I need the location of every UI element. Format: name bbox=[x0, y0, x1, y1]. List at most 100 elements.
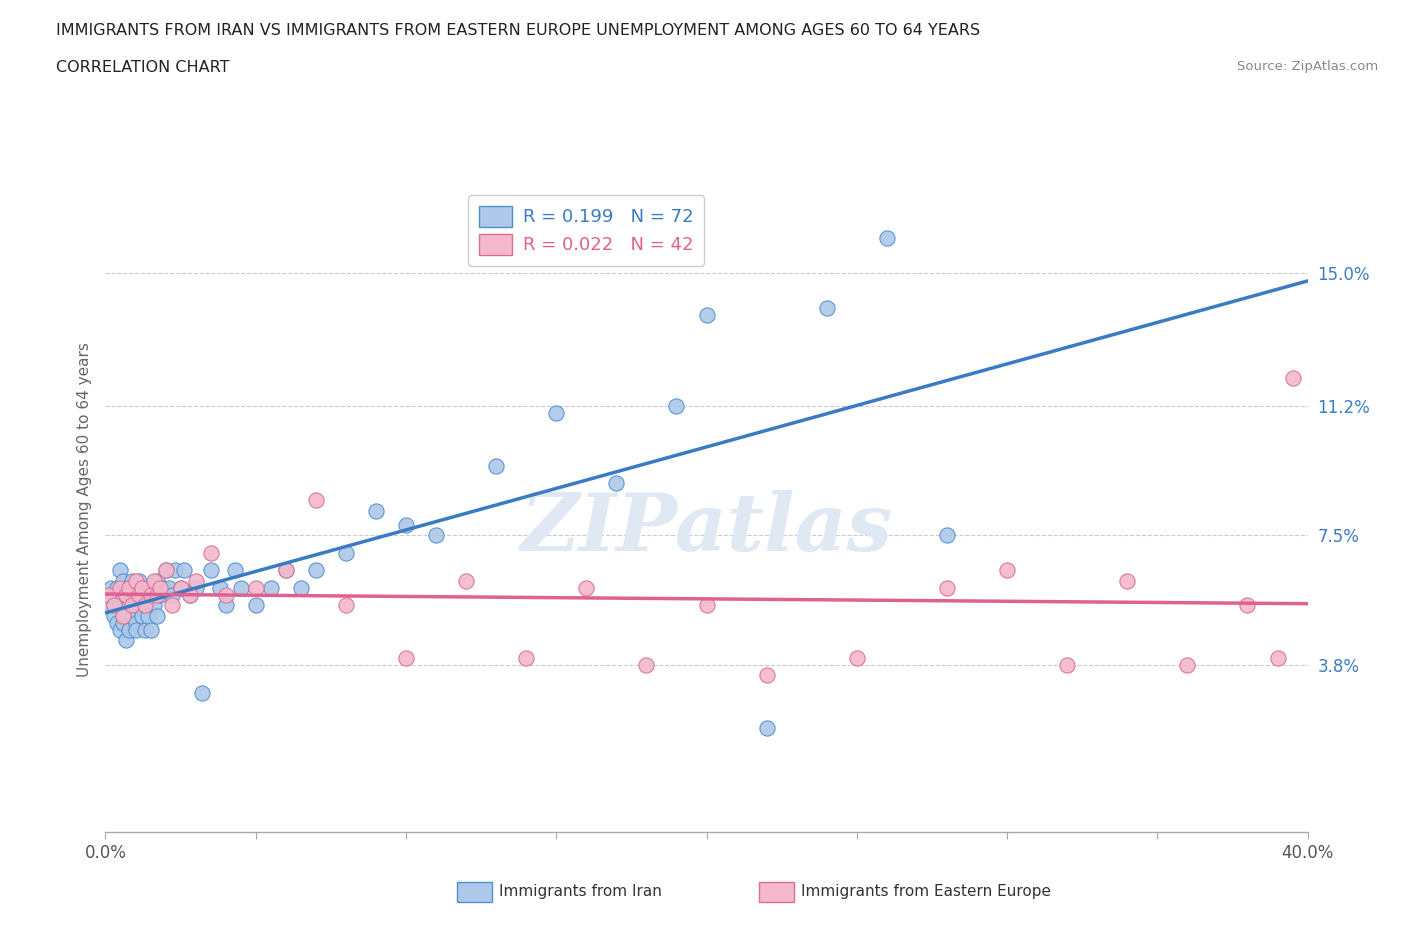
Point bbox=[107, 616, 129, 631]
Point bbox=[696, 308, 718, 323]
Point bbox=[179, 588, 201, 603]
Point bbox=[845, 650, 868, 665]
Point bbox=[152, 580, 174, 595]
Point bbox=[148, 588, 170, 603]
Point bbox=[335, 598, 357, 613]
Legend: R = 0.199   N = 72, R = 0.022   N = 42: R = 0.199 N = 72, R = 0.022 N = 42 bbox=[468, 195, 704, 266]
Text: IMMIGRANTS FROM IRAN VS IMMIGRANTS FROM EASTERN EUROPE UNEMPLOYMENT AMONG AGES 6: IMMIGRANTS FROM IRAN VS IMMIGRANTS FROM … bbox=[56, 23, 980, 38]
Point bbox=[115, 632, 138, 647]
Point bbox=[139, 622, 162, 637]
Point bbox=[160, 588, 183, 603]
Point bbox=[110, 598, 132, 613]
Point bbox=[395, 650, 418, 665]
Point bbox=[274, 563, 297, 578]
Point bbox=[575, 580, 598, 595]
Point bbox=[115, 588, 138, 603]
Point bbox=[118, 598, 141, 613]
Text: Source: ZipAtlas.com: Source: ZipAtlas.com bbox=[1237, 60, 1378, 73]
Point bbox=[145, 574, 167, 589]
Text: Immigrants from Iran: Immigrants from Iran bbox=[499, 884, 662, 899]
Point bbox=[160, 598, 183, 613]
Point bbox=[245, 580, 267, 595]
Point bbox=[112, 588, 135, 603]
Point bbox=[124, 574, 146, 589]
Point bbox=[121, 588, 143, 603]
Point bbox=[546, 405, 568, 420]
Point bbox=[128, 588, 150, 603]
Point bbox=[103, 588, 125, 603]
Point bbox=[936, 528, 959, 543]
Point bbox=[936, 580, 959, 595]
Point bbox=[169, 580, 191, 595]
Point bbox=[665, 399, 688, 414]
Y-axis label: Unemployment Among Ages 60 to 64 years: Unemployment Among Ages 60 to 64 years bbox=[76, 341, 91, 677]
Point bbox=[335, 545, 357, 560]
Point bbox=[179, 588, 201, 603]
Point bbox=[636, 658, 658, 672]
Point bbox=[103, 608, 125, 623]
Point bbox=[515, 650, 537, 665]
Point bbox=[755, 668, 778, 683]
Point bbox=[124, 598, 146, 613]
Point bbox=[155, 563, 177, 578]
Point bbox=[100, 580, 122, 595]
Point bbox=[395, 517, 418, 532]
Point bbox=[224, 563, 246, 578]
Point bbox=[121, 574, 143, 589]
Point bbox=[454, 574, 477, 589]
Point bbox=[128, 574, 150, 589]
Text: CORRELATION CHART: CORRELATION CHART bbox=[56, 60, 229, 75]
Point bbox=[115, 580, 138, 595]
Point bbox=[290, 580, 312, 595]
Point bbox=[124, 622, 146, 637]
Point bbox=[305, 563, 328, 578]
Point bbox=[214, 598, 236, 613]
Point bbox=[1236, 598, 1258, 613]
Point bbox=[245, 598, 267, 613]
Point bbox=[260, 580, 283, 595]
Point bbox=[1175, 658, 1198, 672]
Point bbox=[112, 616, 135, 631]
Point bbox=[134, 598, 156, 613]
Point bbox=[145, 608, 167, 623]
Point bbox=[157, 580, 180, 595]
Point bbox=[200, 545, 222, 560]
Point bbox=[208, 580, 231, 595]
Point bbox=[139, 588, 162, 603]
Point bbox=[1281, 371, 1303, 386]
Point bbox=[118, 580, 141, 595]
Point bbox=[184, 574, 207, 589]
Point bbox=[139, 588, 162, 603]
Point bbox=[131, 608, 153, 623]
Point bbox=[110, 622, 132, 637]
Point bbox=[755, 720, 778, 735]
Point bbox=[364, 503, 387, 518]
Point bbox=[485, 458, 508, 473]
Point bbox=[121, 598, 143, 613]
Point bbox=[173, 563, 195, 578]
Point bbox=[163, 563, 186, 578]
Point bbox=[136, 580, 159, 595]
Point bbox=[136, 608, 159, 623]
Point bbox=[124, 616, 146, 631]
Point bbox=[131, 580, 153, 595]
Point bbox=[142, 574, 165, 589]
Point bbox=[229, 580, 252, 595]
Point bbox=[1056, 658, 1078, 672]
Point bbox=[103, 598, 125, 613]
Point bbox=[200, 563, 222, 578]
Point bbox=[112, 574, 135, 589]
Point bbox=[148, 580, 170, 595]
Point bbox=[128, 588, 150, 603]
Point bbox=[134, 598, 156, 613]
Point bbox=[1267, 650, 1289, 665]
Point bbox=[121, 608, 143, 623]
Point bbox=[145, 588, 167, 603]
Point bbox=[425, 528, 447, 543]
Point bbox=[274, 563, 297, 578]
Point bbox=[97, 598, 120, 613]
Point bbox=[155, 563, 177, 578]
Point bbox=[118, 622, 141, 637]
Point bbox=[815, 300, 838, 315]
Point bbox=[876, 231, 898, 246]
